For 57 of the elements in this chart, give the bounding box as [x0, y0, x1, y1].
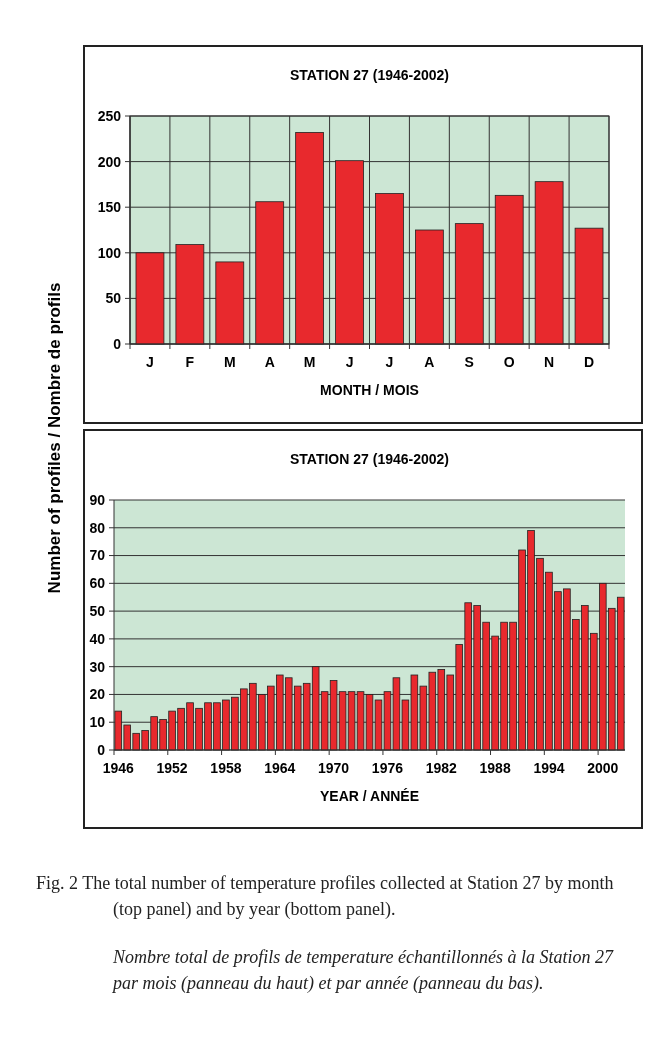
- x-tick-label: S: [464, 354, 474, 370]
- x-tick-label: 1952: [156, 760, 188, 776]
- x-tick-label: 1964: [264, 760, 296, 776]
- y-tick-label: 100: [97, 244, 122, 261]
- bar: [534, 181, 564, 345]
- x-tick-label: 1994: [533, 760, 565, 776]
- x-tick-label: A: [424, 354, 435, 370]
- y-tick-label: 50: [89, 603, 106, 620]
- bar: [375, 193, 404, 345]
- y-tick-label: 60: [89, 575, 106, 592]
- y-tick-label: 50: [105, 290, 122, 307]
- y-tick-label: 70: [89, 547, 106, 564]
- x-tick-label: 2000: [587, 760, 619, 776]
- x-tick-label: 1970: [318, 760, 350, 776]
- y-tick-label: 90: [89, 491, 106, 508]
- bar: [295, 132, 324, 345]
- y-tick-label: 30: [89, 658, 106, 675]
- y-tick-label: 40: [89, 630, 106, 647]
- y-tick-label: 20: [89, 686, 106, 703]
- y-tick-label: 10: [89, 714, 106, 731]
- x-tick-label: 1982: [425, 760, 458, 776]
- x-tick-label: J: [146, 354, 154, 370]
- x-axis-title: YEAR / ANNÉE: [319, 788, 420, 804]
- chart-title: STATION 27 (1946-2002): [290, 451, 449, 467]
- x-tick-label: D: [583, 354, 595, 370]
- x-tick-label: 1976: [371, 760, 404, 776]
- bar: [215, 261, 245, 345]
- bar: [574, 227, 604, 345]
- bar: [255, 201, 285, 345]
- y-tick-label: 0: [113, 335, 122, 352]
- chart-title: STATION 27 (1946-2002): [290, 67, 449, 83]
- bar: [135, 252, 165, 345]
- x-tick-label: 1988: [479, 760, 511, 776]
- x-tick-label: M: [303, 354, 316, 370]
- bar: [415, 229, 444, 345]
- bar: [175, 244, 205, 345]
- y-tick-label: 80: [89, 519, 106, 536]
- x-tick-label: J: [385, 354, 394, 370]
- caption: Fig. 2 The total number of temperature profiles collected at Station 27 by month (top panel) and by year (bottom panel).: [36, 872, 615, 921]
- x-tick-label: F: [185, 354, 195, 370]
- x-tick-label: O: [503, 354, 515, 370]
- bar: [454, 223, 484, 345]
- x-tick-label: M: [223, 354, 236, 370]
- y-tick-label: 250: [97, 107, 122, 124]
- x-tick-label: 1958: [210, 760, 242, 776]
- y-tick-label: 0: [97, 741, 106, 758]
- x-tick-label: A: [264, 354, 275, 370]
- bar: [494, 194, 524, 345]
- x-tick-label: J: [345, 354, 354, 370]
- y-tick-label: 200: [97, 153, 122, 170]
- x-tick-label: 1946: [102, 760, 135, 776]
- y-axis-title: Number of profiles / Nombre de profils: [45, 282, 64, 594]
- y-tick-label: 150: [97, 199, 122, 216]
- text: Nombre total de profils de temperature échantillonnés à la Station 27 par mois (panneau du haut) et par année (panneau du bas).: [113, 946, 615, 995]
- x-axis-title: MONTH / MOIS: [320, 382, 419, 398]
- x-tick-label: N: [544, 354, 555, 370]
- bar: [335, 160, 364, 345]
